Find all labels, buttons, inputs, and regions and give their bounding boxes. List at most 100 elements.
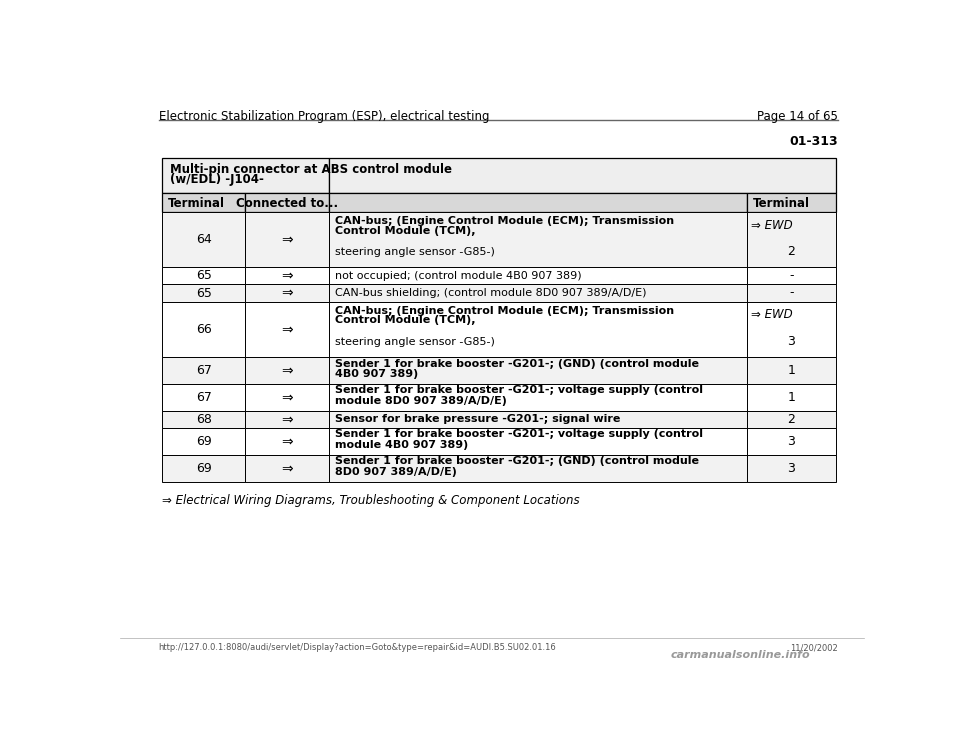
Text: ⇒ EWD: ⇒ EWD <box>752 309 793 321</box>
Text: ⇒ EWD: ⇒ EWD <box>752 219 793 232</box>
FancyBboxPatch shape <box>245 411 328 428</box>
Text: 1: 1 <box>787 391 795 404</box>
FancyBboxPatch shape <box>747 193 836 212</box>
Text: 66: 66 <box>196 323 212 336</box>
FancyBboxPatch shape <box>328 384 747 411</box>
FancyBboxPatch shape <box>328 212 747 267</box>
FancyBboxPatch shape <box>245 193 328 212</box>
Text: 4B0 907 389): 4B0 907 389) <box>335 369 419 379</box>
FancyBboxPatch shape <box>328 455 747 482</box>
FancyBboxPatch shape <box>162 212 245 267</box>
Text: 01-313: 01-313 <box>789 135 838 148</box>
Text: Sender 1 for brake booster -G201-; (GND) (control module: Sender 1 for brake booster -G201-; (GND)… <box>335 456 700 466</box>
FancyBboxPatch shape <box>245 212 328 267</box>
FancyBboxPatch shape <box>747 384 836 411</box>
Text: 69: 69 <box>196 435 212 447</box>
Text: ⇒: ⇒ <box>281 390 293 404</box>
FancyBboxPatch shape <box>162 193 245 212</box>
Text: Connected to...: Connected to... <box>236 197 338 210</box>
Text: Sender 1 for brake booster -G201-; voltage supply (control: Sender 1 for brake booster -G201-; volta… <box>335 430 704 439</box>
FancyBboxPatch shape <box>328 267 747 284</box>
FancyBboxPatch shape <box>328 357 747 384</box>
Text: 2: 2 <box>787 413 795 426</box>
Text: module 4B0 907 389): module 4B0 907 389) <box>335 440 468 450</box>
FancyBboxPatch shape <box>245 267 328 284</box>
FancyBboxPatch shape <box>747 212 836 267</box>
Text: ⇒: ⇒ <box>281 269 293 283</box>
FancyBboxPatch shape <box>328 428 747 455</box>
FancyBboxPatch shape <box>747 428 836 455</box>
Text: steering angle sensor -G85-): steering angle sensor -G85-) <box>335 337 495 347</box>
Text: 67: 67 <box>196 391 212 404</box>
Text: 65: 65 <box>196 286 212 300</box>
Text: http://127.0.0.1:8080/audi/servlet/Display?action=Goto&type=repair&id=AUDI.B5.SU: http://127.0.0.1:8080/audi/servlet/Displ… <box>158 643 557 652</box>
Text: -: - <box>789 269 794 283</box>
Text: ⇒: ⇒ <box>281 434 293 448</box>
Text: module 8D0 907 389/A/D/E): module 8D0 907 389/A/D/E) <box>335 395 507 406</box>
Text: carmanualsonline.info: carmanualsonline.info <box>670 650 810 660</box>
FancyBboxPatch shape <box>162 301 245 357</box>
Text: 1: 1 <box>787 364 795 377</box>
FancyBboxPatch shape <box>162 411 245 428</box>
FancyBboxPatch shape <box>747 411 836 428</box>
Text: ⇒ Electrical Wiring Diagrams, Troubleshooting & Component Locations: ⇒ Electrical Wiring Diagrams, Troublesho… <box>162 494 580 507</box>
Text: 67: 67 <box>196 364 212 377</box>
FancyBboxPatch shape <box>245 301 328 357</box>
Text: 2: 2 <box>787 245 795 258</box>
FancyBboxPatch shape <box>328 157 836 193</box>
Text: Electronic Stabilization Program (ESP), electrical testing: Electronic Stabilization Program (ESP), … <box>158 110 490 122</box>
Text: ⇒: ⇒ <box>281 286 293 300</box>
FancyBboxPatch shape <box>162 428 245 455</box>
Text: 3: 3 <box>787 335 795 348</box>
Text: CAN-bus; (Engine Control Module (ECM); Transmission: CAN-bus; (Engine Control Module (ECM); T… <box>335 217 675 226</box>
FancyBboxPatch shape <box>162 284 245 301</box>
Text: Control Module (TCM),: Control Module (TCM), <box>335 226 476 236</box>
Text: Sender 1 for brake booster -G201-; (GND) (control module: Sender 1 for brake booster -G201-; (GND)… <box>335 358 700 369</box>
FancyBboxPatch shape <box>328 411 747 428</box>
Text: ⇒: ⇒ <box>281 232 293 246</box>
Text: Page 14 of 65: Page 14 of 65 <box>757 110 838 122</box>
FancyBboxPatch shape <box>162 267 245 284</box>
FancyBboxPatch shape <box>245 384 328 411</box>
FancyBboxPatch shape <box>747 267 836 284</box>
Text: Terminal: Terminal <box>168 197 226 210</box>
FancyBboxPatch shape <box>245 455 328 482</box>
FancyBboxPatch shape <box>245 428 328 455</box>
FancyBboxPatch shape <box>328 301 747 357</box>
FancyBboxPatch shape <box>747 284 836 301</box>
Text: Sender 1 for brake booster -G201-; voltage supply (control: Sender 1 for brake booster -G201-; volta… <box>335 385 704 395</box>
Text: CAN-bus shielding; (control module 8D0 907 389/A/D/E): CAN-bus shielding; (control module 8D0 9… <box>335 288 647 298</box>
Text: 8D0 907 389/A/D/E): 8D0 907 389/A/D/E) <box>335 467 457 476</box>
Text: 69: 69 <box>196 462 212 475</box>
Text: 3: 3 <box>787 435 795 447</box>
FancyBboxPatch shape <box>162 357 245 384</box>
Text: 11/20/2002: 11/20/2002 <box>790 643 838 652</box>
Text: 65: 65 <box>196 269 212 283</box>
Text: Terminal: Terminal <box>753 197 810 210</box>
FancyBboxPatch shape <box>747 357 836 384</box>
Text: (w/EDL) -J104-: (w/EDL) -J104- <box>170 173 264 186</box>
Text: Control Module (TCM),: Control Module (TCM), <box>335 315 476 325</box>
Text: Sensor for brake pressure -G201-; signal wire: Sensor for brake pressure -G201-; signal… <box>335 414 621 424</box>
Text: steering angle sensor -G85-): steering angle sensor -G85-) <box>335 247 495 257</box>
FancyBboxPatch shape <box>162 157 328 193</box>
FancyBboxPatch shape <box>328 284 747 301</box>
Text: ⇒: ⇒ <box>281 461 293 475</box>
Text: -: - <box>789 286 794 300</box>
FancyBboxPatch shape <box>328 193 747 212</box>
Text: 64: 64 <box>196 233 212 246</box>
FancyBboxPatch shape <box>245 357 328 384</box>
Text: 3: 3 <box>787 462 795 475</box>
FancyBboxPatch shape <box>162 384 245 411</box>
Text: ⇒: ⇒ <box>281 322 293 336</box>
Text: 68: 68 <box>196 413 212 426</box>
FancyBboxPatch shape <box>162 455 245 482</box>
Text: Multi-pin connector at ABS control module: Multi-pin connector at ABS control modul… <box>170 163 452 177</box>
Text: not occupied; (control module 4B0 907 389): not occupied; (control module 4B0 907 38… <box>335 271 582 281</box>
FancyBboxPatch shape <box>747 455 836 482</box>
Text: CAN-bus; (Engine Control Module (ECM); Transmission: CAN-bus; (Engine Control Module (ECM); T… <box>335 306 675 316</box>
Text: ⇒: ⇒ <box>281 413 293 426</box>
Text: ⇒: ⇒ <box>281 364 293 378</box>
FancyBboxPatch shape <box>245 284 328 301</box>
FancyBboxPatch shape <box>747 301 836 357</box>
